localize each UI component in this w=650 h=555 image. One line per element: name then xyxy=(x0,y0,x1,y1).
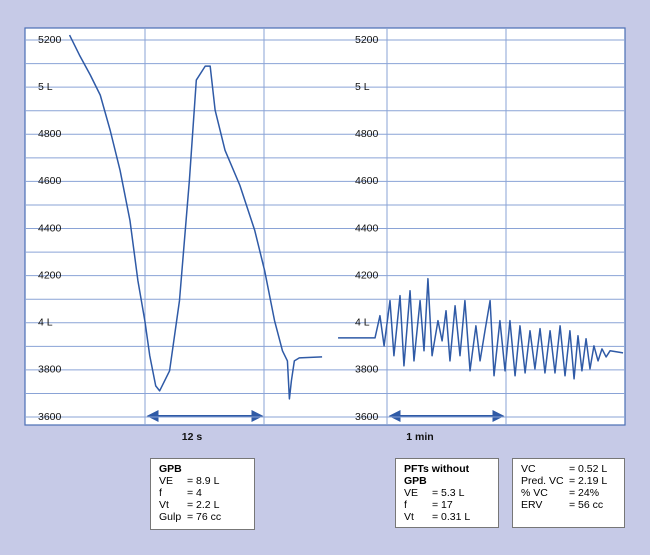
chart: 12 s 1 min 5200 5 L 4800 4600 4400 4200 4 L 380… xyxy=(24,27,626,443)
trace xyxy=(338,277,624,380)
y-tick-label: 3600 xyxy=(355,411,379,423)
label: ERV xyxy=(521,499,543,511)
y-tick-label: 4600 xyxy=(38,175,62,187)
label: VE xyxy=(159,475,174,487)
annotation: 12 s xyxy=(182,431,203,443)
y-tick-label: 4200 xyxy=(38,269,62,281)
value: = 4 xyxy=(187,487,202,499)
vertical-grid xyxy=(144,28,507,425)
y-tick-label: 4800 xyxy=(38,128,62,140)
y-tick-label: 5 L xyxy=(355,81,370,93)
y-tick-label: 3800 xyxy=(355,364,379,376)
box-title: GPB xyxy=(159,463,182,475)
value: = 0.31 L xyxy=(432,511,471,523)
label: % VC xyxy=(521,487,548,499)
box-row: Pred. VC = 2.19 L xyxy=(521,475,616,487)
label: Gulp xyxy=(159,511,182,523)
value: = 17 xyxy=(432,499,453,511)
label: Vt xyxy=(159,499,169,511)
box-row: Vt = 2.2 L xyxy=(159,499,246,511)
y-tick-label: 4800 xyxy=(355,128,379,140)
box-row: VE = 8.9 L xyxy=(159,475,246,487)
value: = 0.52 L xyxy=(569,463,608,475)
box-row: VE = 5.3 L xyxy=(404,487,490,499)
value: = 5.3 L xyxy=(432,487,465,499)
y-tick-label: 4600 xyxy=(355,175,379,187)
label: Vt xyxy=(404,511,414,523)
y-tick-label: 4 L xyxy=(355,317,370,329)
info-box: PFTs without GPB VE = 5.3 L f = 17 Vt = 0.31 L xyxy=(395,458,499,528)
info-box: VC = 0.52 L Pred. VC = 2.19 L % VC = 24% ERV = … xyxy=(512,458,625,528)
label: f xyxy=(404,499,407,511)
value: = 24% xyxy=(569,487,600,499)
box-row: Gulp = 76 cc xyxy=(159,511,246,523)
y-tick-label: 3600 xyxy=(38,411,62,423)
annotation: 1 min xyxy=(406,431,433,443)
box-row: VC = 0.52 L xyxy=(521,463,616,475)
trace xyxy=(68,34,323,400)
box-row: f = 4 xyxy=(159,487,246,499)
label: VE xyxy=(404,487,419,499)
box-row: ERV = 56 cc xyxy=(521,499,616,511)
panel xyxy=(24,27,626,426)
value: = 56 cc xyxy=(569,499,604,511)
box-row: % VC = 24% xyxy=(521,487,616,499)
y-tick-label: 5200 xyxy=(355,34,379,46)
y-tick-label: 3800 xyxy=(38,364,62,376)
y-tick-label: 4200 xyxy=(355,269,379,281)
value: = 76 cc xyxy=(187,511,222,523)
y-tick-label: 4400 xyxy=(355,222,379,234)
value: = 8.9 L xyxy=(187,475,220,487)
y-tick-label: 5 L xyxy=(38,81,53,93)
y-tick-label: 5200 xyxy=(38,34,62,46)
box-row: Vt = 0.31 L xyxy=(404,511,490,523)
label: f xyxy=(159,487,162,499)
value: = 2.2 L xyxy=(187,499,220,511)
box-row: f = 17 xyxy=(404,499,490,511)
info-box: GPB VE = 8.9 L f = 4 Vt = 2.2 L Gulp = 76 cc xyxy=(150,458,255,530)
y-tick-label: 4400 xyxy=(38,222,62,234)
box-title: PFTs without GPB xyxy=(404,463,470,487)
label: Pred. VC xyxy=(521,475,564,487)
y-tick-label: 4 L xyxy=(38,317,53,329)
value: = 2.19 L xyxy=(569,475,608,487)
label: VC xyxy=(521,463,536,475)
